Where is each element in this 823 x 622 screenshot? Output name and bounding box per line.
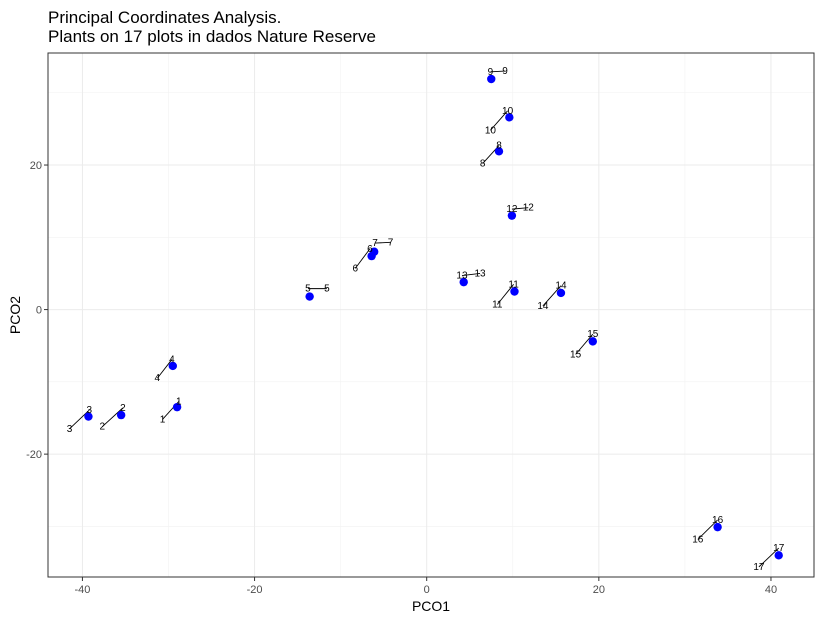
y-tick-label: 20 bbox=[30, 160, 42, 172]
point-label-upper: 5 bbox=[305, 284, 311, 295]
data-point bbox=[168, 361, 177, 371]
point-label-upper: 2 bbox=[120, 403, 126, 414]
label-segment bbox=[156, 359, 173, 379]
data-point bbox=[369, 247, 379, 256]
x-tick-label: 40 bbox=[765, 584, 777, 596]
x-tick-label: 20 bbox=[593, 584, 605, 596]
point-label-lower: 15 bbox=[570, 349, 582, 360]
point-label-lower: 17 bbox=[753, 562, 765, 573]
label-segment bbox=[542, 285, 562, 307]
point-label-upper: 17 bbox=[773, 543, 785, 554]
label-segment bbox=[461, 272, 481, 277]
point-label-upper: 10 bbox=[502, 106, 514, 117]
label-segment bbox=[490, 110, 508, 131]
chart-title: Principal Coordinates Analysis. bbox=[48, 8, 281, 27]
point-label-lower: 5 bbox=[324, 284, 330, 295]
y-tick-label: 0 bbox=[36, 305, 42, 317]
label-segment bbox=[375, 241, 391, 244]
grid-lines bbox=[48, 53, 814, 577]
point-label-upper: 3 bbox=[87, 405, 93, 416]
point-label-lower: 4 bbox=[155, 373, 161, 384]
point-label-lower: 2 bbox=[99, 422, 105, 433]
point-label-lower: 8 bbox=[480, 159, 486, 170]
point-label-lower: 6 bbox=[352, 263, 358, 274]
data-point bbox=[494, 147, 504, 156]
label-segment bbox=[490, 70, 506, 73]
x-axis-ticks: -40 -20 0 20 40 bbox=[74, 577, 777, 596]
data-point bbox=[487, 74, 496, 84]
data-point bbox=[84, 412, 93, 421]
point-label-lower: 12 bbox=[523, 203, 535, 214]
point-label-upper: 8 bbox=[496, 141, 502, 152]
point-label-lower: 3 bbox=[67, 424, 73, 435]
point-label-upper: 11 bbox=[508, 279, 519, 290]
label-segment bbox=[511, 207, 529, 210]
label-segment bbox=[496, 283, 514, 305]
label-segment bbox=[575, 333, 594, 355]
chart-subtitle: Plants on 17 plots in dados Nature Reser… bbox=[48, 27, 376, 46]
point-label-upper: 7 bbox=[372, 238, 378, 249]
y-axis-label: PCO2 bbox=[7, 296, 23, 334]
label-segments bbox=[69, 70, 780, 568]
data-point bbox=[116, 410, 126, 420]
point-label-lower: 10 bbox=[485, 125, 497, 136]
data-point bbox=[505, 113, 514, 122]
point-label-upper: 12 bbox=[506, 204, 518, 215]
x-tick-label: -40 bbox=[74, 584, 90, 596]
point-label-upper: 4 bbox=[169, 354, 175, 365]
label-segment bbox=[101, 407, 124, 427]
data-point bbox=[588, 337, 598, 346]
x-tick-label: -20 bbox=[247, 584, 263, 596]
point-label-upper: 14 bbox=[555, 281, 567, 292]
point-label-lower: 1 bbox=[160, 414, 166, 425]
data-point bbox=[774, 551, 783, 560]
plot-border bbox=[47, 52, 815, 578]
point-label-lower: 11 bbox=[492, 300, 503, 311]
point-label-upper: 16 bbox=[712, 515, 724, 526]
plot-panel bbox=[48, 53, 814, 577]
y-tick-label: -20 bbox=[26, 449, 42, 461]
data-point bbox=[172, 402, 182, 412]
point-label-upper: 9 bbox=[488, 67, 494, 78]
x-axis-label: PCO1 bbox=[412, 598, 450, 614]
data-points bbox=[84, 74, 783, 560]
data-point bbox=[713, 522, 722, 532]
point-label-lower: 16 bbox=[692, 534, 704, 545]
point-label-lower: 13 bbox=[474, 268, 486, 279]
data-point bbox=[459, 277, 468, 287]
data-point bbox=[510, 287, 519, 296]
data-point bbox=[556, 288, 566, 298]
point-label-lower: 7 bbox=[388, 237, 394, 248]
label-segment bbox=[758, 547, 780, 568]
point-label-upper: 1 bbox=[176, 396, 182, 407]
point-label-lower: 9 bbox=[502, 66, 508, 77]
label-segment bbox=[354, 248, 371, 269]
point-label-upper: 13 bbox=[456, 271, 468, 282]
label-segment bbox=[697, 519, 718, 540]
data-point bbox=[507, 211, 517, 220]
x-tick-label: 0 bbox=[424, 584, 430, 596]
point-label-upper: 15 bbox=[587, 329, 599, 340]
data-point bbox=[305, 292, 314, 301]
y-axis-ticks: -20 0 20 bbox=[26, 160, 48, 461]
point-label-upper: 6 bbox=[367, 244, 373, 255]
point-label-lower: 14 bbox=[537, 301, 549, 312]
